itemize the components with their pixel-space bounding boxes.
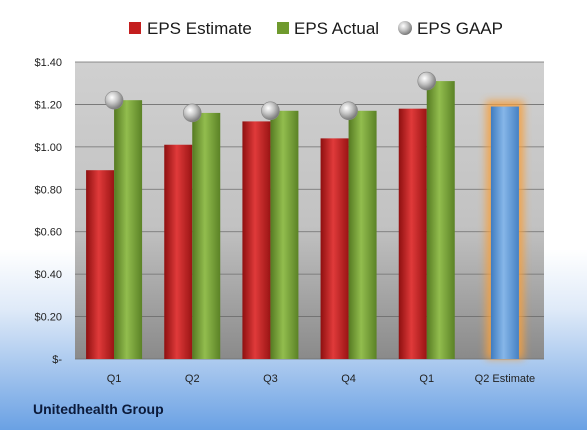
y-tick-label: $0.80 (34, 184, 62, 196)
bar-eps-actual (426, 81, 455, 359)
x-category-label: Q1 (419, 373, 434, 385)
y-axis-tick-labels: $- $0.20 $0.40 $0.60 $0.80 $1.00 $1.20 $1.40 (34, 57, 62, 366)
bar-eps-actual (192, 112, 221, 360)
x-category-label: Q2 (185, 373, 200, 385)
bar-eps-estimate (320, 138, 349, 359)
marker-eps-gaap (104, 90, 124, 110)
x-category-label: Q1 (107, 373, 122, 385)
bar-eps-actual (270, 110, 299, 360)
marker-eps-gaap (417, 71, 437, 91)
legend-swatch-gaap (398, 21, 412, 35)
x-category-label: Q3 (263, 373, 278, 385)
y-tick-label: $- (52, 354, 62, 366)
legend: EPS Estimate EPS Actual EPS GAAP (129, 19, 503, 38)
bar-eps-estimate (86, 170, 115, 359)
marker-eps-gaap (182, 103, 202, 123)
marker-eps-gaap (261, 101, 280, 121)
legend-label-estimate: EPS Estimate (147, 19, 252, 38)
bar-eps-estimate (164, 144, 193, 359)
bar-eps-actual (348, 110, 377, 360)
y-tick-label: $1.40 (34, 57, 62, 69)
y-tick-label: $0.60 (34, 227, 62, 239)
y-tick-label: $0.20 (34, 312, 62, 324)
y-tick-label: $1.00 (34, 142, 62, 154)
y-tick-label: $1.20 (34, 99, 62, 111)
y-tick-label: $0.40 (34, 269, 62, 281)
x-category-label: Q2 Estimate (475, 373, 536, 385)
marker-eps-gaap (339, 101, 358, 121)
bars (86, 81, 524, 360)
bar-q2-estimate (490, 106, 519, 359)
bar-eps-estimate (398, 108, 427, 360)
legend-label-gaap: EPS GAAP (417, 19, 503, 38)
legend-label-actual: EPS Actual (294, 19, 379, 38)
gaap-markers (104, 71, 437, 123)
bar-eps-estimate (242, 121, 271, 360)
bar-eps-actual (114, 100, 143, 359)
legend-swatch-actual (277, 22, 289, 34)
legend-swatch-estimate (129, 22, 141, 34)
x-category-label: Q4 (341, 373, 356, 385)
gridlines (75, 61, 544, 360)
x-axis-category-labels: Q1 Q2 Q3 Q4 Q1 Q2 Estimate (107, 373, 535, 385)
plot-area (75, 62, 544, 359)
company-name: Unitedhealth Group (33, 401, 164, 417)
